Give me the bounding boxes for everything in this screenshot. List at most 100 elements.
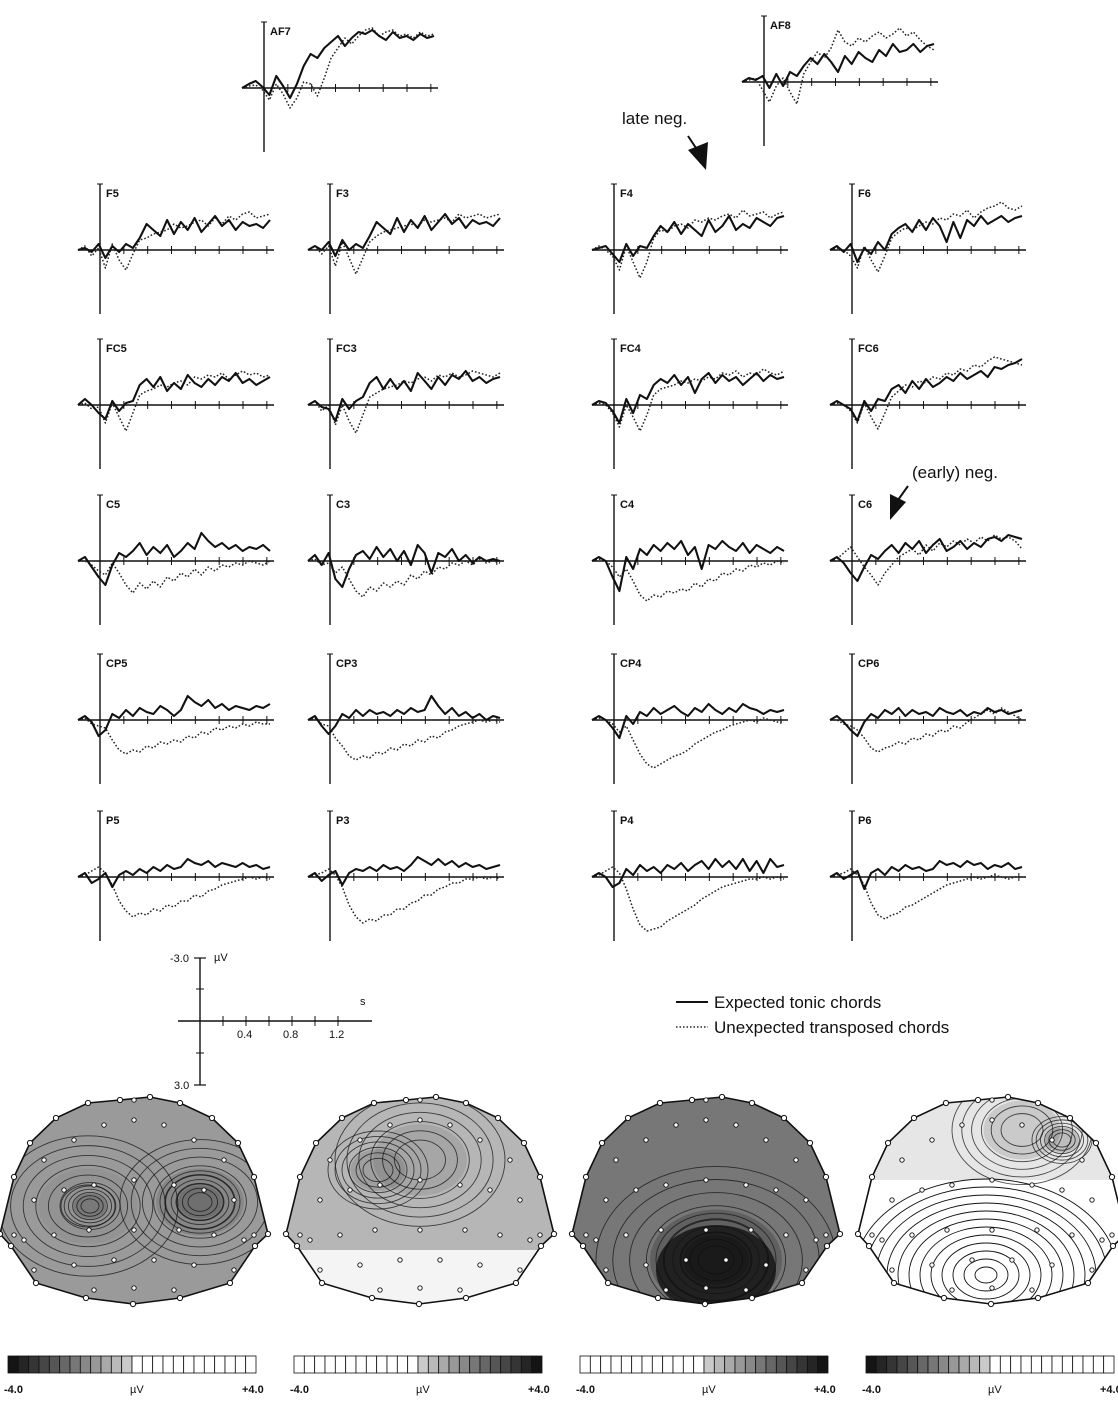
color-scale-cell <box>141 1355 154 1374</box>
electrode-site <box>307 1237 313 1243</box>
color-scale-bar <box>579 1355 829 1374</box>
electrode-site <box>282 1230 290 1238</box>
isopotential-line <box>362 1157 394 1183</box>
isopotential-line <box>663 1219 769 1301</box>
expected-trace <box>77 531 271 587</box>
expected-trace <box>77 694 271 738</box>
map-shade <box>1045 1127 1079 1153</box>
color-scale-cell <box>314 1355 326 1374</box>
color-scale-cell <box>672 1355 684 1374</box>
expected-trace <box>829 859 1023 891</box>
unexpected-trace <box>741 27 935 105</box>
electrode-site <box>733 1122 739 1128</box>
isopotential-line <box>655 1212 777 1304</box>
unexpected-trace <box>77 717 270 755</box>
color-scale-cell <box>7 1355 19 1374</box>
electrode-site <box>477 1137 483 1143</box>
map-shade <box>38 1168 138 1244</box>
electrode-site <box>603 1197 609 1203</box>
color-scale-cell <box>937 1355 950 1374</box>
electrode-panel-cp6: CP6 <box>829 653 1026 784</box>
electrode-site <box>520 1139 528 1147</box>
electrode-site <box>598 1139 606 1147</box>
color-scale-cell <box>1010 1355 1022 1374</box>
electrode-label: P5 <box>106 815 119 827</box>
expected-trace <box>829 214 1023 264</box>
isopotential-line <box>971 1097 1073 1170</box>
electrode-site <box>663 1182 669 1188</box>
electrode-site <box>477 1262 483 1268</box>
legend: Expected tonic chords Unexpected transpo… <box>676 993 949 1037</box>
isopotential-line <box>181 1187 219 1217</box>
topo-map: P3a350-450 ms-4.0µV+4.0 <box>282 1093 558 1396</box>
electrode-site <box>347 1187 353 1193</box>
color-scale-cell <box>510 1355 522 1374</box>
electrode-panel-f4: F4 <box>591 183 788 314</box>
electrode-site <box>723 1257 729 1263</box>
isopotential-line <box>170 1179 230 1225</box>
electrode-site <box>397 1257 403 1263</box>
scale-max-label: +4.0 <box>242 1384 264 1396</box>
map-surface <box>286 1097 554 1304</box>
color-scale-cell <box>28 1355 40 1374</box>
color-scale-cell <box>38 1355 50 1374</box>
color-scale-cell <box>875 1355 888 1374</box>
electrode-site <box>101 1122 107 1128</box>
color-scale-cell <box>59 1355 71 1374</box>
electrode-site <box>517 1267 523 1273</box>
electrode-site <box>658 1227 664 1233</box>
electrode-site <box>974 1096 982 1104</box>
color-scale-cell <box>324 1355 336 1374</box>
electrode-site <box>317 1197 323 1203</box>
color-scale-cell <box>376 1355 388 1374</box>
electrode-label: CP3 <box>336 658 357 670</box>
electrode-site <box>1034 1294 1042 1302</box>
isopotential-line <box>1035 1119 1089 1161</box>
electrode-site <box>176 1294 184 1302</box>
electrode-panel-cp5: CP5 <box>77 653 274 784</box>
color-scale-cell <box>775 1355 788 1374</box>
electrode-site <box>318 1279 326 1287</box>
color-scale-cell <box>1072 1355 1084 1374</box>
isopotential-line <box>0 1135 179 1277</box>
electrode-site <box>1109 1242 1117 1250</box>
isopotential-line <box>67 1188 113 1224</box>
electrode-site <box>226 1279 234 1287</box>
color-scale-cell <box>999 1355 1012 1374</box>
color-scale-cell <box>927 1355 939 1374</box>
topographic-maps: (early) neg.200-320 ms-4.0µV+4.0P3a350-4… <box>0 1093 1118 1396</box>
color-scale-cell <box>214 1355 226 1374</box>
electrode-site <box>1066 1114 1074 1122</box>
color-scale-cell <box>448 1355 460 1374</box>
electrode-site <box>417 1097 423 1103</box>
electrode-site <box>663 1287 669 1293</box>
electrode-site <box>703 1177 709 1183</box>
electrode-site <box>1029 1287 1035 1293</box>
head-outline <box>285 1096 555 1305</box>
electrode-site <box>462 1294 470 1302</box>
unexpected-trace <box>241 27 435 109</box>
electrode-site <box>643 1137 649 1143</box>
electrode-site <box>176 1099 184 1107</box>
color-scale-cell <box>438 1355 450 1374</box>
electrode-site <box>487 1187 493 1193</box>
color-scale-cell <box>734 1355 746 1374</box>
early-neg-annotation: (early) neg. <box>912 463 998 482</box>
unexpected-trace <box>77 866 271 918</box>
electrode-site <box>264 1230 272 1238</box>
color-scale-cell <box>620 1355 633 1374</box>
electrode-site <box>447 1122 453 1128</box>
scale-unit-label: µV <box>130 1384 144 1396</box>
electrode-site <box>813 1237 819 1243</box>
unexpected-trace <box>77 211 271 271</box>
electrode-site <box>171 1182 177 1188</box>
color-scale-cell <box>796 1355 808 1374</box>
isopotential-line <box>153 1165 247 1239</box>
electrode-panel-f5: F5 <box>77 183 274 314</box>
map-shade <box>373 1124 467 1196</box>
color-scale-cell <box>631 1355 643 1374</box>
color-scale-cell <box>589 1355 602 1374</box>
expected-trace <box>591 857 785 889</box>
unexpected-trace <box>830 707 1023 753</box>
